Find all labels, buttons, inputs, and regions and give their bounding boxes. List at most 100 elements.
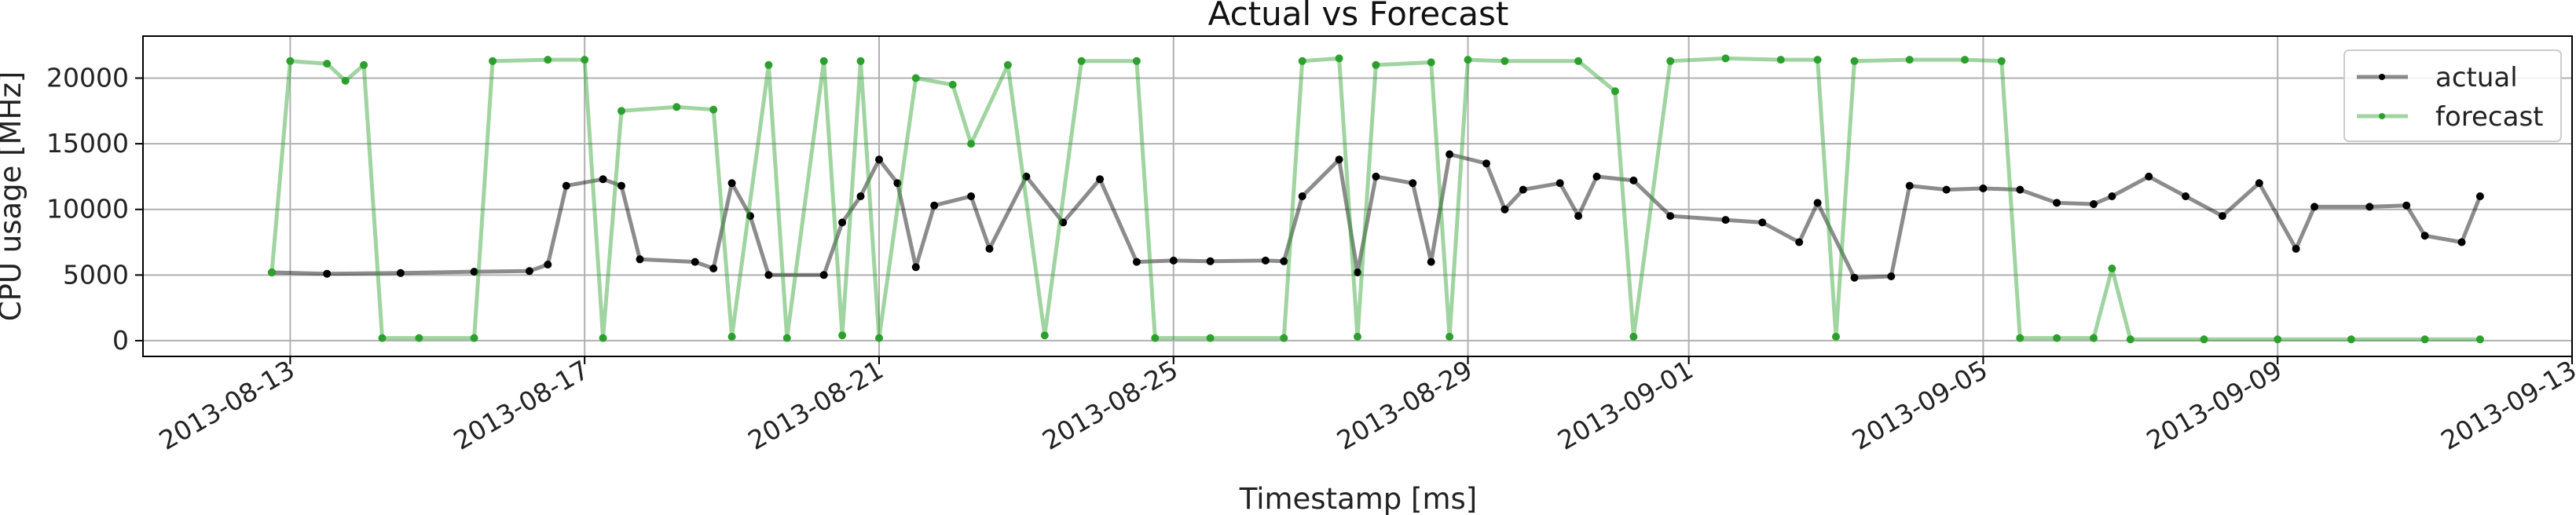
data-point-actual bbox=[764, 271, 773, 279]
data-point-forecast bbox=[360, 60, 368, 69]
data-point-actual bbox=[911, 263, 920, 272]
data-point-forecast bbox=[1427, 58, 1435, 67]
data-point-actual bbox=[1592, 172, 1601, 181]
data-point-forecast bbox=[1354, 332, 1361, 341]
data-point-forecast bbox=[1077, 57, 1086, 65]
data-point-actual bbox=[2475, 192, 2484, 200]
chart-title: Actual vs Forecast bbox=[1208, 0, 1509, 33]
data-point-forecast bbox=[415, 334, 423, 342]
data-point-actual bbox=[2310, 203, 2319, 211]
data-point-forecast bbox=[1813, 56, 1822, 64]
series-layer bbox=[268, 54, 2484, 344]
data-point-actual bbox=[562, 181, 570, 190]
data-point-forecast bbox=[1610, 87, 1619, 96]
data-point-actual bbox=[323, 269, 332, 278]
data-point-actual bbox=[1501, 205, 1509, 214]
data-point-actual bbox=[2365, 203, 2374, 211]
data-point-actual bbox=[1979, 184, 1988, 192]
data-point-forecast bbox=[470, 334, 478, 342]
data-point-forecast bbox=[2420, 335, 2429, 344]
data-point-forecast bbox=[1961, 56, 1969, 64]
data-point-actual bbox=[470, 268, 478, 276]
data-point-forecast bbox=[819, 57, 828, 65]
data-point-actual bbox=[1887, 272, 1896, 280]
y-tick-label: 0 bbox=[112, 325, 129, 356]
data-point-forecast bbox=[268, 268, 276, 276]
data-point-actual bbox=[2218, 212, 2226, 221]
data-point-actual bbox=[1446, 150, 1454, 159]
data-point-forecast bbox=[1776, 56, 1785, 64]
y-tick-label: 15000 bbox=[46, 128, 129, 159]
data-point-actual bbox=[544, 261, 552, 268]
data-point-forecast bbox=[1997, 57, 2006, 65]
legend-label-actual: actual bbox=[2435, 62, 2518, 93]
data-point-forecast bbox=[838, 331, 847, 340]
data-point-actual bbox=[1427, 258, 1435, 266]
data-point-forecast bbox=[2274, 335, 2282, 344]
data-point-actual bbox=[2255, 179, 2263, 188]
data-point-forecast bbox=[2016, 334, 2025, 342]
plot-frame bbox=[142, 35, 2573, 357]
data-point-forecast bbox=[1464, 56, 1472, 64]
y-tick-label: 5000 bbox=[63, 259, 129, 290]
data-point-actual bbox=[1280, 257, 1288, 265]
data-point-forecast bbox=[2108, 265, 2116, 272]
x-tick-label: 2013-09-01 bbox=[1552, 354, 1698, 456]
x-tick-label: 2013-08-29 bbox=[1332, 354, 1478, 456]
data-point-actual bbox=[930, 201, 939, 210]
data-point-actual bbox=[727, 179, 736, 188]
x-tick-label: 2013-08-25 bbox=[1037, 354, 1183, 456]
data-point-forecast bbox=[581, 56, 589, 64]
data-point-actual bbox=[2016, 185, 2025, 194]
data-point-actual bbox=[1666, 212, 1675, 221]
data-point-actual bbox=[967, 192, 976, 200]
data-point-actual bbox=[709, 265, 718, 272]
data-point-actual bbox=[2108, 192, 2116, 200]
data-point-actual bbox=[1409, 179, 1417, 188]
data-point-forecast bbox=[672, 103, 681, 111]
data-point-forecast bbox=[341, 76, 350, 85]
data-point-actual bbox=[1574, 212, 1583, 221]
data-point-actual bbox=[1335, 155, 1343, 164]
data-point-forecast bbox=[967, 140, 976, 148]
data-point-actual bbox=[2457, 238, 2466, 247]
data-point-forecast bbox=[1666, 57, 1675, 65]
data-point-actual bbox=[1372, 172, 1380, 181]
data-point-forecast bbox=[782, 334, 791, 342]
data-point-forecast bbox=[911, 74, 920, 82]
data-point-forecast bbox=[1832, 332, 1840, 341]
data-point-actual bbox=[1482, 159, 1490, 168]
y-axis-ticks: 0 5000 10000 15000 20000 bbox=[46, 63, 143, 356]
data-point-forecast bbox=[489, 57, 497, 65]
data-point-actual bbox=[1721, 216, 1730, 225]
data-point-forecast bbox=[1132, 57, 1141, 65]
x-tick-label: 2013-09-05 bbox=[1847, 354, 1993, 456]
data-point-actual bbox=[893, 179, 902, 188]
x-axis-ticks: 2013-08-13 2013-08-17 2013-08-21 2013-08-25… bbox=[154, 354, 2576, 456]
data-point-forecast bbox=[544, 56, 552, 64]
data-point-forecast bbox=[948, 80, 957, 89]
data-point-actual bbox=[985, 244, 994, 253]
data-point-actual bbox=[1519, 185, 1527, 194]
data-point-actual bbox=[838, 218, 847, 227]
data-point-forecast bbox=[2200, 335, 2208, 344]
data-point-actual bbox=[1758, 218, 1767, 227]
data-point-actual bbox=[1795, 238, 1804, 247]
data-point-forecast bbox=[2090, 334, 2098, 342]
data-point-forecast bbox=[378, 334, 387, 342]
data-point-actual bbox=[691, 258, 699, 266]
x-tick-label: 2013-09-13 bbox=[2435, 354, 2576, 456]
data-point-forecast bbox=[1850, 57, 1859, 65]
data-point-forecast bbox=[1298, 57, 1306, 65]
data-point-actual bbox=[1629, 176, 1638, 184]
data-point-actual bbox=[875, 155, 883, 164]
series-line-forecast bbox=[269, 56, 2480, 342]
data-point-forecast bbox=[1905, 56, 1914, 64]
data-point-actual bbox=[636, 255, 644, 264]
data-point-forecast bbox=[727, 332, 736, 341]
data-point-forecast bbox=[1629, 332, 1638, 341]
y-axis-title: CPU usage [MHz] bbox=[0, 71, 27, 321]
data-point-forecast bbox=[1501, 57, 1509, 65]
data-point-forecast bbox=[1206, 334, 1215, 342]
